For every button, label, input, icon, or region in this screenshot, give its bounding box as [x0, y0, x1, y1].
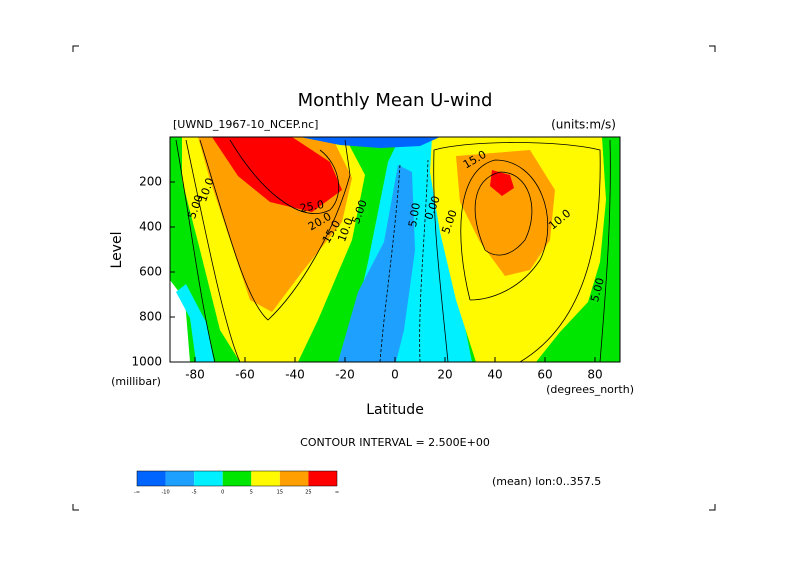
colorbar-label: 25: [305, 490, 311, 496]
contour-line: [199, 139, 351, 321]
colorbar-label: ∞: [335, 490, 339, 496]
contour-line: [175, 139, 216, 363]
contour-line: [379, 164, 401, 363]
corner-marks: [72, 45, 716, 511]
colorbar-label: 0: [221, 490, 224, 496]
contour-line: [599, 139, 611, 363]
contour-label: 5.00: [406, 202, 423, 228]
contour-fill: [176, 284, 214, 362]
x-tick-label: 60: [537, 368, 552, 382]
chart-title: Monthly Mean U-wind: [298, 90, 493, 111]
y-tick-label: 400: [139, 220, 162, 234]
colorbar-label: 5: [250, 490, 253, 496]
contour-fill: [456, 150, 555, 276]
corner: [72, 504, 79, 511]
contour-label: 5.00: [588, 276, 607, 303]
corner: [709, 504, 716, 511]
x-tick-label: 40: [487, 368, 502, 382]
x-tick-label: 0: [391, 368, 399, 382]
x-tick-label: -40: [285, 368, 305, 382]
contour-interval: CONTOUR INTERVAL = 2.500E+00: [300, 436, 490, 449]
file-label: [UWND_1967-10_NCEP.nc]: [173, 118, 318, 131]
x-tick-label: -80: [185, 368, 205, 382]
colorbar-label: -10: [161, 490, 169, 496]
contour-line: [474, 171, 533, 256]
x-tick-label: 80: [587, 368, 602, 382]
contour-line: [229, 139, 339, 214]
x-tick-label: 20: [437, 368, 452, 382]
mean-note: (mean) lon:0..357.5: [492, 475, 601, 488]
corner: [709, 45, 716, 52]
contour-fill: [300, 137, 440, 148]
contour-lines: [175, 139, 611, 363]
y-axis-label: Level: [109, 232, 125, 269]
colorbar-frame: [136, 470, 338, 487]
x-tick-label: -20: [335, 368, 355, 382]
y-tick-label: 1000: [131, 355, 162, 369]
colorbar-box: [222, 471, 252, 486]
contour-line: [460, 159, 549, 301]
contour-field: [170, 137, 620, 363]
x-tick-label: -60: [235, 368, 255, 382]
colorbar-box: [137, 471, 166, 486]
contour-fill: [490, 170, 514, 196]
colorbar-label: 15: [277, 490, 283, 496]
contour-fill: [338, 165, 415, 362]
colorbar-label: -5: [192, 490, 197, 496]
contour-label: 25.0: [299, 198, 325, 215]
colorbar-box: [308, 471, 337, 486]
y-axis-units: (millibar): [111, 375, 161, 388]
colorbar-box: [194, 471, 223, 486]
units-label: (units:m/s): [551, 118, 616, 132]
corner: [72, 45, 79, 52]
x-axis-label: Latitude: [366, 402, 424, 418]
contour-line: [433, 142, 601, 363]
contour-line: [185, 139, 241, 363]
x-axis-units: (degrees_north): [546, 383, 634, 396]
y-tick-label: 800: [139, 310, 162, 324]
y-tick-label: 200: [139, 175, 162, 189]
contour-line: [419, 159, 429, 363]
colorbar-box: [279, 471, 309, 486]
contour-fill: [212, 137, 342, 212]
colorbar-box: [251, 471, 280, 486]
colorbar-box: [165, 471, 195, 486]
colorbar-label: -∞: [134, 490, 140, 496]
y-tick-label: 600: [139, 265, 162, 279]
